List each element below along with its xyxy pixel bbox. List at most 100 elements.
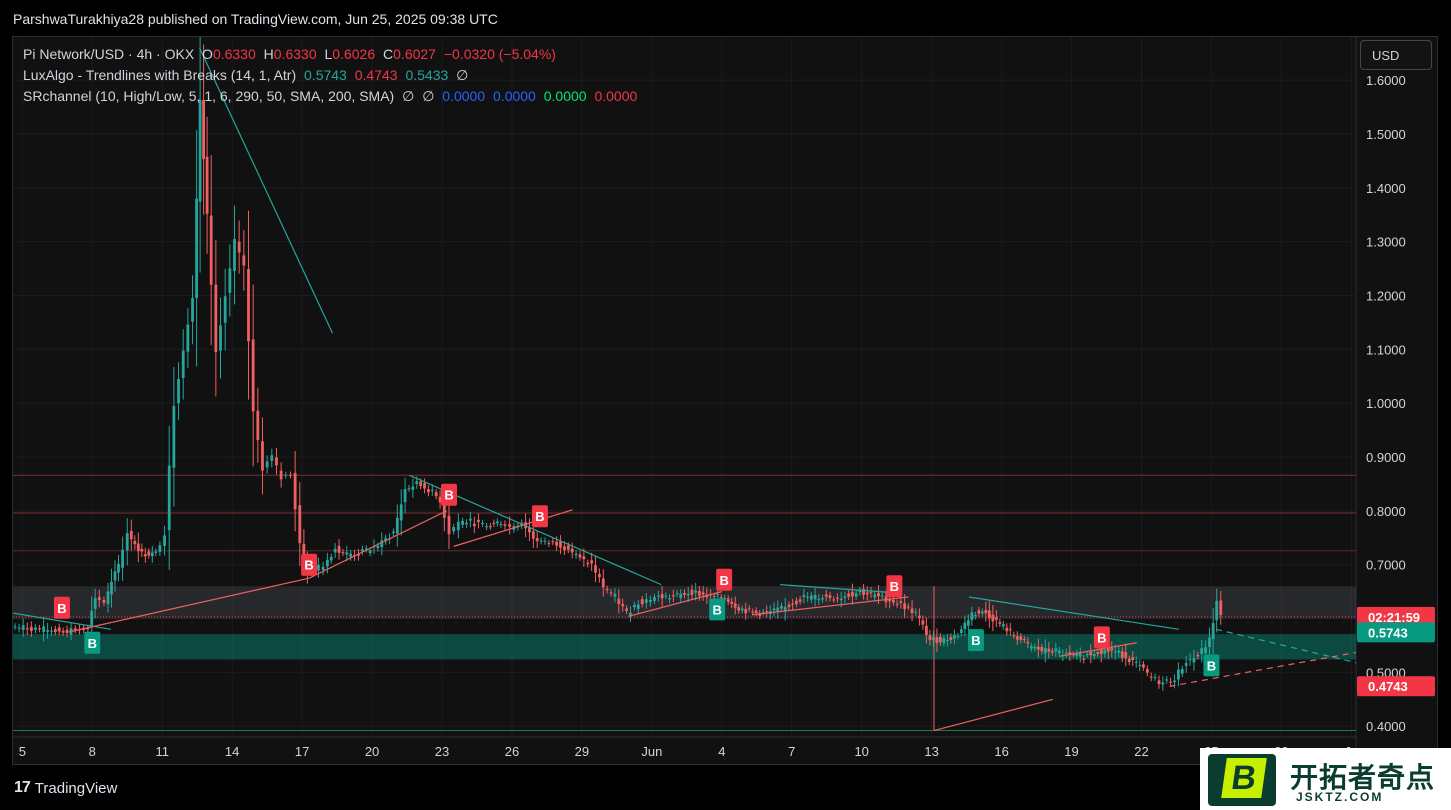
x-tick-label: 11: [155, 744, 169, 759]
y-tick-label: 1.5000: [1366, 127, 1406, 142]
candle-body: [925, 625, 928, 635]
tradingview-logo[interactable]: 17 TradingView: [14, 779, 117, 797]
candle-body: [601, 578, 605, 588]
candle-body: [832, 599, 836, 601]
candle-body: [42, 626, 46, 632]
candle-body: [242, 255, 246, 266]
candle-body: [1005, 627, 1009, 632]
candle-body: [1161, 682, 1165, 685]
candle-body: [1012, 635, 1016, 637]
candle-body: [25, 628, 29, 630]
candle-body: [198, 99, 202, 202]
candle-body: [928, 635, 932, 641]
candle-body: [869, 592, 873, 594]
y-tick-label: 1.1000: [1366, 342, 1406, 357]
candle-body: [495, 521, 499, 524]
currency-button[interactable]: USD: [1360, 40, 1432, 70]
candle-body: [744, 609, 748, 614]
candle-body: [265, 461, 269, 468]
candle-body: [730, 601, 734, 604]
legend-symbol[interactable]: Pi Network/USD · 4h · OKX: [23, 46, 195, 62]
candle-body: [880, 595, 884, 597]
legend-symbol-row[interactable]: Pi Network/USD · 4h · OKX O0.6330 H0.633…: [23, 46, 560, 62]
candle-body: [854, 593, 858, 597]
candle-body: [813, 594, 817, 600]
candle-body: [809, 595, 813, 600]
candle-body: [349, 553, 353, 557]
trendline-red: [628, 591, 722, 617]
candle-body: [1208, 637, 1211, 647]
indicator-2-value-1: ∅: [402, 88, 415, 104]
candle-body: [656, 595, 660, 597]
candle-body: [90, 610, 94, 628]
break-label-bearish: B: [716, 568, 733, 591]
candle-body: [605, 588, 609, 591]
candle-body: [644, 599, 648, 603]
price-axis-background: [1356, 37, 1437, 764]
candle-body: [798, 599, 802, 602]
candle-body: [499, 524, 503, 526]
candle-body: [543, 540, 547, 542]
break-label-box: [441, 483, 458, 506]
break-label-text: B: [719, 573, 728, 588]
candle-body: [787, 604, 791, 608]
chart-frame[interactable]: 1.6000 1.5000 1.4000 1.3000 1.2000 1.1000 1.00…: [12, 36, 1438, 765]
candle-body: [1029, 646, 1033, 649]
candle-body: [186, 324, 190, 352]
legend-close: 0.6027: [393, 46, 436, 62]
candle-body: [949, 637, 953, 640]
legend-indicator-1[interactable]: LuxAlgo - Trendlines with Breaks (14, 1,…: [23, 67, 472, 84]
indicator-1-name[interactable]: LuxAlgo - Trendlines with Breaks (14, 1,…: [23, 67, 297, 83]
candle-body: [914, 611, 918, 613]
candle-body: [1001, 624, 1005, 627]
candle-body: [632, 604, 636, 608]
candle-body: [368, 550, 372, 554]
watermark-title: 开拓者奇点: [1290, 762, 1436, 793]
candle-body: [302, 543, 306, 562]
candle-body: [1180, 668, 1184, 674]
candle-body: [931, 637, 935, 641]
watermark-url: JSKTZ.COM: [1296, 790, 1384, 804]
candle-body: [629, 612, 632, 616]
lower-trendline-value-tag: 0.4743: [1357, 676, 1435, 697]
candle-body: [839, 598, 843, 601]
candle-body: [903, 603, 907, 610]
candle-body: [733, 603, 737, 608]
candle-body: [364, 548, 368, 550]
legend-high-label: H: [263, 46, 274, 62]
candle-body: [539, 540, 543, 542]
break-label-text: B: [88, 636, 97, 651]
legend-indicator-2[interactable]: SRchannel (10, High/Low, 5, 1, 6, 290, 5…: [23, 88, 641, 105]
candle-body: [181, 350, 185, 378]
candle-body: [675, 593, 679, 595]
candle-body: [723, 597, 727, 600]
candle-body: [952, 635, 956, 639]
candle-body: [671, 595, 675, 597]
candle-body: [50, 630, 53, 632]
indicator-1-value-2: 0.4743: [354, 67, 398, 83]
candle-body: [636, 604, 640, 610]
x-tick-label: 8: [89, 744, 96, 759]
candle-body: [1113, 651, 1117, 653]
candle-body: [959, 629, 963, 633]
candle-body: [938, 637, 942, 643]
candle-body: [1165, 679, 1169, 681]
break-label-box: [84, 631, 101, 654]
candle-body: [423, 483, 426, 489]
candle-body: [29, 626, 33, 632]
candle-body: [1054, 648, 1058, 652]
candle-body: [758, 613, 762, 616]
candle-body: [209, 215, 213, 285]
candle-body: [1071, 654, 1075, 656]
indicator-2-name[interactable]: SRchannel (10, High/Low, 5, 1, 6, 290, 5…: [23, 88, 395, 104]
price-chart[interactable]: 1.6000 1.5000 1.4000 1.3000 1.2000 1.1000 1.00…: [13, 37, 1437, 764]
candle-body: [21, 625, 25, 631]
break-label-box: [886, 575, 903, 598]
x-tick-label: 4: [718, 744, 725, 759]
candle-body: [399, 504, 403, 521]
candle-body: [121, 549, 124, 568]
candle-body: [862, 588, 865, 595]
break-label-text: B: [535, 509, 544, 524]
break-label-box: [1203, 654, 1220, 677]
candle-body: [963, 622, 967, 630]
